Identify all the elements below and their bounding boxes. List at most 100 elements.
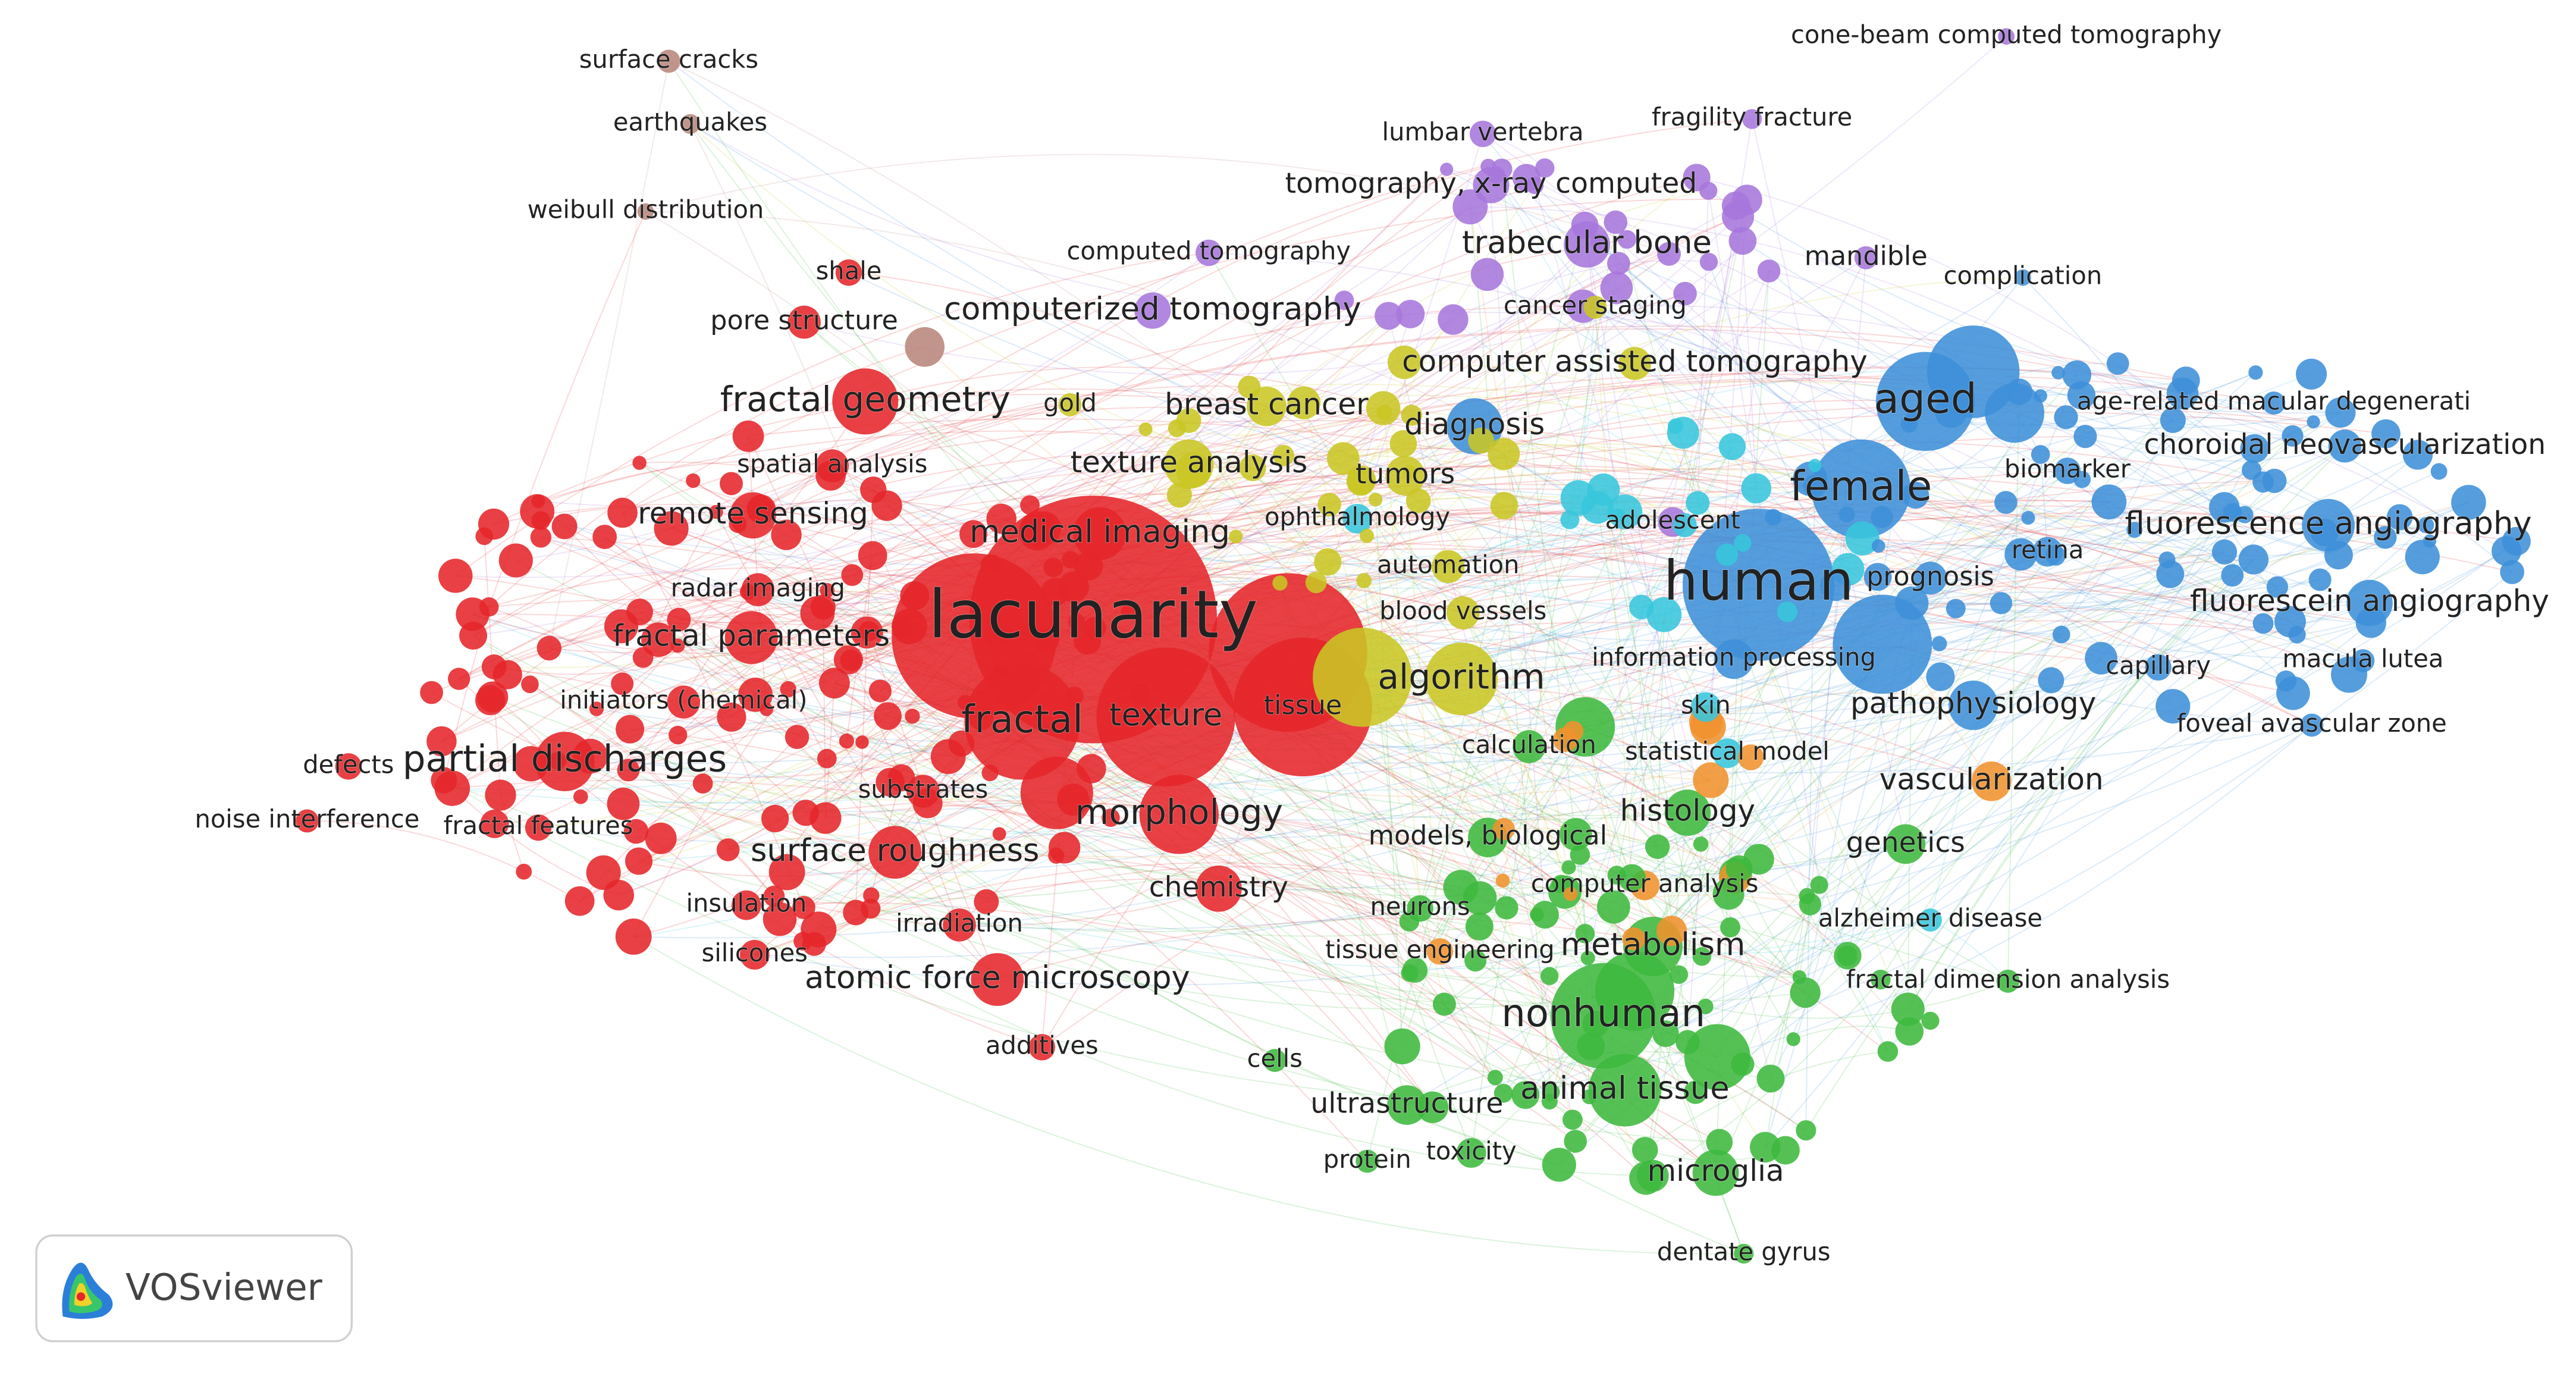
bubble	[426, 726, 457, 757]
bubble	[1949, 681, 1998, 731]
bubble	[1990, 592, 2013, 615]
link	[2065, 416, 2339, 556]
link	[564, 526, 862, 743]
bubble	[1570, 845, 1590, 865]
bubble	[1721, 191, 1750, 220]
bubble	[623, 819, 649, 844]
link	[1727, 373, 2312, 754]
bubble	[1771, 1136, 1800, 1165]
bubble	[1935, 396, 1967, 428]
link	[1525, 571, 2513, 1096]
bubble	[686, 473, 701, 488]
bubble	[1792, 970, 1807, 985]
link	[1671, 480, 2275, 932]
bubble	[1600, 271, 1633, 305]
bubble	[1387, 1085, 1427, 1125]
bubble	[1692, 947, 1712, 966]
bubble	[431, 767, 457, 794]
bubble	[1786, 1032, 1800, 1046]
bubble	[2034, 389, 2047, 403]
bubble	[670, 638, 685, 653]
bubble	[971, 953, 1024, 1006]
bubble	[1683, 1080, 1708, 1104]
bubble	[2325, 397, 2356, 428]
bubble	[974, 889, 999, 914]
link	[1479, 779, 1711, 899]
bubble	[981, 764, 999, 782]
link	[1470, 206, 2173, 421]
link	[1735, 541, 2517, 875]
bubble	[1384, 1028, 1420, 1065]
link	[1596, 507, 1680, 975]
bubble	[1465, 913, 1493, 941]
bubble	[603, 879, 634, 911]
bubble	[1690, 692, 1721, 722]
bubble	[2288, 626, 2306, 644]
bubble	[2073, 425, 2097, 449]
link	[1404, 362, 2022, 555]
node-label: computed tomography	[1066, 236, 1351, 265]
bubble	[1389, 430, 1417, 457]
bubble	[2073, 471, 2091, 488]
bubble	[1138, 422, 1153, 436]
node-label: aged	[1874, 375, 1976, 423]
link	[1342, 458, 1573, 1120]
bubble	[729, 515, 747, 533]
link	[747, 165, 1489, 593]
bubble	[2052, 625, 2070, 644]
bubble	[2004, 538, 2037, 571]
link	[1708, 190, 2341, 413]
link	[633, 936, 1744, 1255]
bubble	[1417, 1091, 1449, 1123]
node-label: fractal geometry	[720, 379, 1011, 419]
bubble	[855, 735, 869, 749]
bubble	[2296, 358, 2327, 390]
link	[1414, 957, 1588, 979]
link	[1618, 263, 2364, 662]
link	[1279, 319, 1454, 584]
link	[494, 541, 2101, 667]
logo[interactable]: VOSviewer	[35, 1234, 353, 1343]
link	[1887, 448, 2255, 1052]
link	[2166, 559, 2371, 623]
bubble	[763, 902, 797, 936]
bubble	[817, 748, 837, 769]
node-label: tissue	[1264, 690, 1342, 720]
bubble	[1356, 1149, 1379, 1173]
bubble	[2371, 419, 2401, 449]
link	[1444, 524, 2426, 1005]
link	[1645, 753, 1728, 1178]
link	[441, 468, 2245, 742]
bubble	[1582, 1010, 1609, 1038]
node-label: neurons	[1370, 892, 1470, 921]
link	[1675, 426, 1931, 1021]
link	[541, 371, 1974, 568]
node-label: protein	[1323, 1145, 1411, 1174]
link	[639, 461, 1054, 568]
bubble	[780, 681, 796, 698]
bubble	[1871, 506, 1893, 528]
link	[818, 481, 1361, 930]
bubble	[1540, 967, 1559, 985]
bubble	[1757, 259, 1781, 283]
node-label: metabolism	[1561, 927, 1746, 963]
link	[1577, 307, 1596, 499]
bubble	[2300, 713, 2324, 737]
bubble	[1664, 789, 1711, 836]
node-label: earthquakes	[613, 107, 767, 136]
link	[459, 466, 1253, 679]
bubble	[1715, 543, 1739, 566]
bubble	[1971, 761, 2012, 801]
link	[1657, 454, 2418, 848]
link	[817, 168, 1447, 614]
bubble	[968, 704, 994, 731]
bubble	[1845, 521, 1880, 556]
node-label: pathophysiology	[1850, 686, 2096, 720]
bubble	[2262, 391, 2286, 415]
bubble	[2386, 504, 2413, 531]
bubble	[761, 804, 789, 833]
bubble	[1808, 459, 1822, 472]
bubble	[1102, 808, 1120, 827]
link	[638, 584, 2371, 862]
